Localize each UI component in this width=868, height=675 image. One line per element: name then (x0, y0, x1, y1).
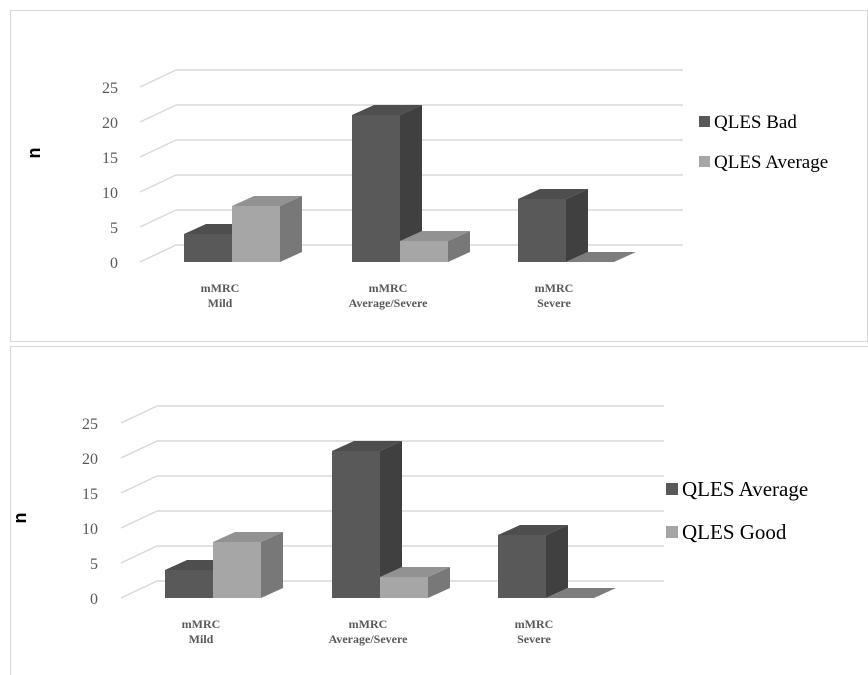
bar-qles-good (546, 588, 616, 598)
legend-swatch (699, 116, 710, 127)
y-tick-label: 20 (102, 115, 118, 132)
y-tick-label: 0 (90, 591, 98, 608)
bar-qles-average (332, 441, 402, 598)
legend-label: QLES Good (682, 520, 787, 544)
y-tick-label: 5 (110, 220, 118, 237)
y-axis-label: n (24, 148, 44, 159)
gridline-diagonal (139, 104, 177, 123)
y-tick-label: 25 (82, 416, 98, 433)
legend-label: QLES Average (714, 152, 828, 173)
y-tick-label: 20 (82, 451, 98, 468)
x-category-label: mMRC Mild (182, 617, 221, 646)
bar-qles-average (400, 231, 470, 262)
bar-qles-good (213, 532, 283, 598)
chart-top-panel (10, 10, 868, 342)
gridline-diagonal (139, 139, 177, 158)
x-category-label: mMRC Mild (201, 281, 240, 310)
legend-label: QLES Bad (714, 112, 797, 133)
x-category-label: mMRC Average/Severe (349, 281, 429, 310)
x-category-label: mMRC Severe (535, 281, 574, 310)
gridline-diagonal (120, 580, 158, 599)
bar-qles-bad (352, 105, 422, 262)
gridline-diagonal (139, 174, 177, 193)
x-category-label: mMRC Severe (515, 617, 554, 646)
gridline-diagonal (120, 440, 158, 459)
y-tick-label: 10 (102, 185, 118, 202)
y-tick-label: 25 (102, 80, 118, 97)
bar-qles-average (498, 525, 568, 598)
y-tick-label: 10 (82, 521, 98, 538)
legend-swatch (666, 483, 678, 495)
y-tick-label: 5 (90, 556, 98, 573)
legend-swatch (666, 526, 678, 538)
y-tick-label: 15 (82, 486, 98, 503)
gridline-diagonal (120, 545, 158, 564)
gridline-diagonal (120, 510, 158, 529)
bar-qles-good (380, 567, 450, 598)
bar-qles-bad (518, 189, 588, 262)
x-category-label: mMRC Average/Severe (329, 617, 409, 646)
bar-qles-average (566, 252, 636, 262)
gridline-diagonal (120, 475, 158, 494)
gridline-diagonal (139, 209, 177, 228)
bar-qles-average (232, 196, 302, 262)
gridline-diagonal (139, 69, 177, 88)
y-tick-label: 15 (102, 150, 118, 167)
y-tick-label: 0 (110, 255, 118, 272)
gridline-diagonal (120, 405, 158, 424)
gridline-diagonal (139, 244, 177, 263)
legend-label: QLES Average (682, 477, 808, 501)
legend-swatch (699, 156, 710, 167)
y-axis-label: n (10, 513, 30, 524)
